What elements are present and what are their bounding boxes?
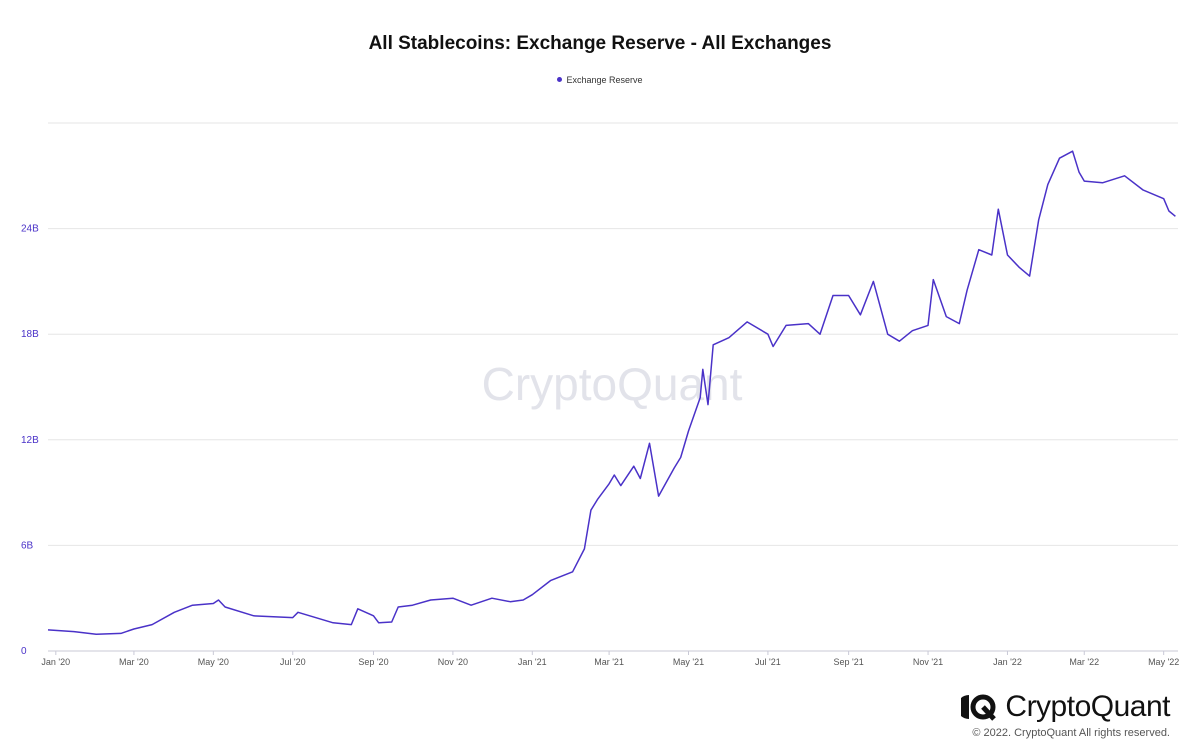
x-tick-label: Nov '20 [438, 657, 468, 667]
copyright-text: © 2022. CryptoQuant All rights reserved. [972, 727, 1170, 739]
x-tick-label: Sep '21 [834, 657, 864, 667]
chart-legend[interactable]: Exchange Reserve [0, 75, 1200, 85]
y-axis: 0 6B 12B 18B 24B [21, 224, 39, 657]
x-tick-label: Nov '21 [913, 657, 943, 667]
x-tick-label: Jul '20 [280, 657, 306, 667]
x-tick-label: Mar '21 [594, 657, 624, 667]
brand-logo: CryptoQuant [961, 690, 1170, 724]
watermark-text: CryptoQuant [482, 358, 743, 410]
x-tick-label: Jan '21 [518, 657, 547, 667]
x-tick-label: Jan '22 [993, 657, 1022, 667]
y-tick-label: 6B [21, 540, 34, 551]
x-tick-label: Mar '22 [1069, 657, 1099, 667]
series-line-exchange-reserve[interactable] [47, 150, 1176, 636]
legend-dot-icon [557, 77, 563, 82]
x-tick-label: May '21 [673, 657, 704, 667]
x-axis: Jan '20 Mar '20 May '20 Jul '20 Sep '20 Nov '… [41, 651, 1179, 667]
x-tick-label: Sep '20 [358, 657, 388, 667]
y-tick-label: 12B [21, 435, 39, 446]
line-chart[interactable]: CryptoQuant 0 6B 12B 18B 24B Jan '20 Mar '20 M… [0, 0, 1200, 690]
x-tick-label: May '20 [198, 657, 229, 667]
legend-label: Exchange Reserve [566, 75, 643, 85]
chart-title: All Stablecoins: Exchange Reserve - All … [368, 33, 832, 54]
x-tick-label: Jan '20 [41, 657, 70, 667]
x-tick-label: Jul '21 [755, 657, 781, 667]
cryptoquant-logo-icon [961, 694, 997, 721]
x-tick-label: May '22 [1148, 657, 1179, 667]
x-tick-label: Mar '20 [119, 657, 149, 667]
grid-lines [48, 122, 1178, 546]
brand-name: CryptoQuant [1005, 690, 1170, 723]
y-tick-label: 0 [21, 646, 27, 657]
y-tick-label: 18B [21, 329, 39, 340]
y-tick-label: 24B [21, 224, 39, 235]
